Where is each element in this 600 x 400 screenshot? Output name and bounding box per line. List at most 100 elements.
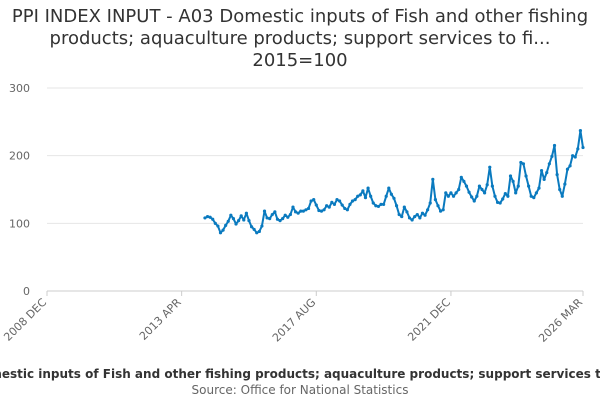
data-point[interactable] (330, 200, 334, 204)
data-point[interactable] (314, 203, 318, 207)
data-point[interactable] (475, 194, 479, 198)
data-point[interactable] (449, 191, 453, 195)
data-point[interactable] (319, 209, 324, 213)
data-point[interactable] (472, 199, 476, 203)
data-point[interactable] (446, 194, 450, 198)
data-point[interactable] (516, 184, 520, 188)
data-point[interactable] (444, 191, 448, 195)
data-point[interactable] (498, 201, 502, 205)
data-point[interactable] (327, 205, 331, 209)
data-point[interactable] (363, 196, 368, 200)
data-point[interactable] (407, 216, 412, 220)
data-point[interactable] (221, 228, 225, 232)
data-point[interactable] (413, 214, 417, 219)
data-point[interactable] (441, 208, 445, 212)
data-point[interactable] (521, 162, 526, 166)
series-line[interactable] (204, 129, 584, 234)
data-point[interactable] (270, 212, 274, 217)
legend-item[interactable]: A03 Domestic inputs of Fish and other fi… (0, 367, 600, 381)
data-point[interactable] (260, 224, 264, 228)
data-point[interactable] (312, 198, 316, 202)
data-point[interactable] (382, 202, 386, 206)
data-point[interactable] (252, 227, 256, 232)
data-point[interactable] (278, 219, 282, 223)
data-point[interactable] (257, 229, 261, 234)
data-point[interactable] (262, 209, 267, 213)
data-point[interactable] (488, 165, 492, 169)
data-point[interactable] (356, 194, 360, 198)
data-point[interactable] (387, 186, 391, 190)
data-point[interactable] (291, 205, 295, 209)
data-point[interactable] (483, 191, 487, 195)
data-point[interactable] (345, 208, 349, 212)
data-point[interactable] (299, 209, 303, 213)
data-point[interactable] (283, 213, 287, 217)
data-point[interactable] (405, 210, 409, 214)
data-point[interactable] (376, 204, 381, 209)
data-point[interactable] (371, 201, 375, 205)
data-point[interactable] (335, 198, 339, 202)
data-point[interactable] (353, 198, 357, 202)
data-point[interactable] (464, 184, 469, 188)
data-point[interactable] (296, 211, 300, 215)
data-point[interactable] (379, 202, 383, 206)
data-point[interactable] (293, 210, 298, 214)
data-point[interactable] (547, 162, 551, 166)
data-point[interactable] (420, 211, 425, 215)
data-point[interactable] (286, 215, 290, 219)
data-point[interactable] (428, 201, 432, 205)
data-point[interactable] (508, 174, 513, 178)
data-point[interactable] (511, 179, 515, 183)
data-point[interactable] (485, 183, 489, 187)
data-point[interactable] (477, 184, 482, 188)
data-point[interactable] (309, 199, 313, 203)
data-point[interactable] (576, 147, 580, 151)
data-point[interactable] (503, 191, 507, 196)
data-point[interactable] (480, 187, 484, 192)
data-point[interactable] (514, 191, 518, 195)
data-point[interactable] (418, 216, 422, 220)
data-point[interactable] (431, 177, 435, 181)
data-point[interactable] (433, 198, 438, 202)
data-point[interactable] (423, 213, 427, 217)
data-point[interactable] (470, 195, 474, 199)
data-point[interactable] (560, 194, 564, 198)
data-point[interactable] (563, 182, 567, 186)
data-point[interactable] (410, 218, 414, 222)
data-point[interactable] (578, 129, 583, 133)
data-point[interactable] (226, 219, 230, 223)
data-point[interactable] (495, 200, 500, 204)
data-point[interactable] (322, 208, 326, 212)
data-point[interactable] (397, 212, 401, 217)
data-point[interactable] (389, 192, 393, 196)
data-point[interactable] (325, 204, 329, 208)
data-point[interactable] (537, 186, 541, 190)
data-point[interactable] (402, 205, 406, 209)
data-point[interactable] (301, 209, 305, 213)
data-point[interactable] (529, 194, 533, 198)
data-point[interactable] (366, 186, 370, 190)
data-point[interactable] (281, 217, 285, 221)
data-point[interactable] (532, 196, 536, 200)
data-point[interactable] (542, 177, 546, 181)
data-point[interactable] (332, 202, 337, 206)
data-point[interactable] (231, 217, 236, 221)
data-point[interactable] (501, 197, 505, 201)
data-point[interactable] (361, 189, 365, 193)
data-point[interactable] (317, 208, 321, 213)
data-point[interactable] (415, 212, 419, 217)
data-point[interactable] (394, 204, 399, 208)
data-point[interactable] (545, 170, 549, 175)
data-point[interactable] (268, 217, 272, 221)
data-point[interactable] (552, 143, 557, 148)
data-point[interactable] (242, 218, 246, 222)
data-point[interactable] (519, 160, 523, 165)
source-credit[interactable]: Source: Office for National Statistics (192, 383, 409, 397)
data-point[interactable] (550, 154, 554, 158)
data-point[interactable] (493, 194, 497, 198)
data-point[interactable] (392, 196, 396, 200)
data-point[interactable] (462, 179, 466, 183)
data-point[interactable] (369, 194, 373, 198)
data-point[interactable] (384, 194, 388, 198)
data-point[interactable] (218, 231, 223, 235)
